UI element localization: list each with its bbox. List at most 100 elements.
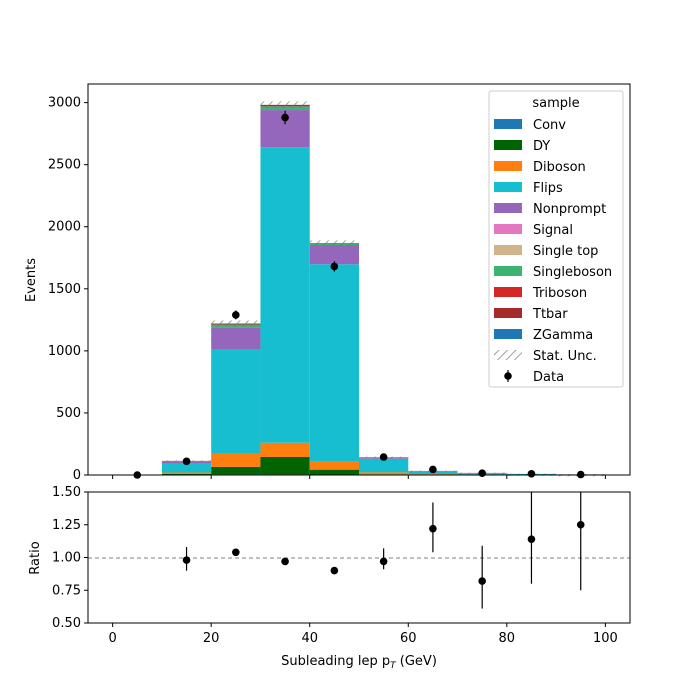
legend-swatch-data — [504, 372, 512, 380]
ratio-x-tick-label: 80 — [499, 631, 516, 646]
legend-label-nonprompt: Nonprompt — [533, 202, 606, 217]
legend-swatch-stat-unc — [494, 350, 522, 360]
main-y-ticks: 0 500 1000 1500 2000 2500 3000 — [48, 96, 88, 483]
ratio-x-tick-label: 60 — [400, 631, 417, 646]
bar-diboson — [211, 453, 261, 467]
ratio-panel: 0.500.751.001.251.50 0 20 40 60 80 100 Ratio … — [28, 485, 631, 671]
bar-dy — [260, 457, 310, 475]
legend-label-singleboson: Singleboson — [533, 265, 612, 280]
data-point — [281, 113, 289, 122]
stat-unc-band — [260, 101, 310, 108]
bar-flips — [309, 264, 359, 462]
ratio-y-tick-label: 1.00 — [52, 551, 81, 566]
main-y-tick-label: 1500 — [48, 282, 81, 297]
legend-swatch-diboson — [494, 161, 522, 171]
main-y-tick-label: 1000 — [48, 344, 81, 359]
bar-diboson — [309, 461, 359, 470]
legend-swatch-single-top — [494, 245, 522, 255]
ratio-x-tick-label: 20 — [203, 631, 220, 646]
legend-label-single-top: Single top — [533, 244, 598, 259]
stacked-bars — [161, 104, 606, 475]
bar-flips — [359, 458, 409, 473]
bar-dy — [161, 473, 212, 475]
data-point — [527, 469, 536, 478]
legend: sample Conv DY Diboson Flips Nonprompt Signal… — [488, 90, 624, 388]
main-y-tick-label: 0 — [73, 468, 81, 483]
main-y-tick-label: 2000 — [48, 220, 81, 235]
main-y-tick-label: 3000 — [48, 96, 81, 111]
ratio-point — [379, 557, 388, 566]
stat-unc-band — [211, 320, 261, 327]
ratio-point — [330, 566, 339, 575]
main-panel: 0 500 1000 1500 2000 2500 3000 Events — [24, 83, 631, 483]
legend-label-triboson: Triboson — [532, 286, 587, 301]
main-y-tick-label: 500 — [56, 406, 81, 421]
main-axes-frame — [87, 83, 631, 476]
legend-swatch-triboson — [494, 287, 522, 297]
main-y-axis-label: Events — [24, 258, 39, 302]
x-axis-label-main: Subleading lep p — [281, 654, 390, 669]
bar-diboson — [161, 472, 212, 474]
legend-label-zgamma: ZGamma — [533, 328, 593, 343]
ratio-point — [232, 548, 240, 557]
bar-flips — [260, 147, 310, 443]
legend-label-signal: Signal — [533, 223, 573, 238]
bar-flips — [161, 463, 212, 473]
ratio-y-ticks: 0.50 0.75 1.00 1.25 1.50 — [52, 485, 88, 631]
ratio-point — [429, 524, 437, 533]
legend-swatch-conv — [494, 119, 522, 129]
data-point — [182, 457, 191, 466]
data-point — [429, 465, 437, 474]
ratio-point — [478, 577, 486, 585]
legend-label-dy: DY — [533, 139, 550, 154]
legend-swatch-singleboson — [494, 266, 522, 276]
ratio-y-tick-label: 1.25 — [52, 518, 81, 533]
ratio-axes-frame — [87, 491, 631, 624]
bar-diboson — [260, 442, 310, 458]
ratio-x-tick-label: 40 — [301, 631, 318, 646]
bar-nonprompt — [309, 244, 359, 265]
legend-label-stat-unc: Stat. Unc. — [533, 349, 597, 364]
x-axis-label-subscript: T — [390, 661, 397, 671]
ratio-y-tick-label: 0.50 — [52, 616, 81, 631]
ratio-point — [527, 535, 536, 543]
x-axis-label-unit: (GeV) — [396, 654, 437, 669]
ratio-x-tick-label: 0 — [108, 631, 116, 646]
main-y-tick-label: 2500 — [48, 158, 81, 173]
data-point — [379, 453, 388, 461]
data-point — [478, 469, 486, 477]
legend-label-data: Data — [533, 370, 564, 385]
ratio-point — [576, 520, 585, 529]
ratio-point — [182, 556, 191, 564]
ratio-x-tick-label: 100 — [593, 631, 618, 646]
x-axis-label: Subleading lep pT (GeV) — [281, 654, 437, 671]
legend-swatch-dy — [494, 140, 522, 150]
bar-dy — [309, 469, 359, 475]
bar-singleboson — [260, 106, 310, 111]
legend-label-flips: Flips — [533, 181, 563, 196]
data-points — [133, 110, 585, 479]
bar-nonprompt — [211, 327, 261, 350]
ratio-points — [182, 492, 585, 609]
bar-flips — [211, 349, 261, 454]
data-point — [232, 311, 240, 319]
main-x-ticks — [112, 475, 606, 479]
legend-label-diboson: Diboson — [533, 160, 586, 175]
legend-swatch-zgamma — [494, 329, 522, 339]
legend-swatch-ttbar — [494, 308, 522, 318]
ratio-y-tick-label: 0.75 — [52, 583, 81, 598]
legend-frame — [488, 90, 624, 388]
ratio-y-tick-label: 1.50 — [52, 485, 81, 500]
ratio-x-ticks: 0 20 40 60 80 100 — [108, 623, 618, 646]
legend-label-conv: Conv — [533, 118, 566, 133]
ratio-point — [281, 557, 289, 566]
legend-swatch-flips — [494, 182, 522, 192]
bar-diboson — [359, 472, 409, 475]
bar-dy — [211, 466, 261, 475]
legend-swatch-nonprompt — [494, 203, 522, 213]
ratio-y-axis-label: Ratio — [28, 541, 43, 574]
legend-swatch-signal — [494, 224, 522, 234]
data-point — [330, 262, 339, 271]
legend-label-ttbar: Ttbar — [532, 307, 568, 322]
